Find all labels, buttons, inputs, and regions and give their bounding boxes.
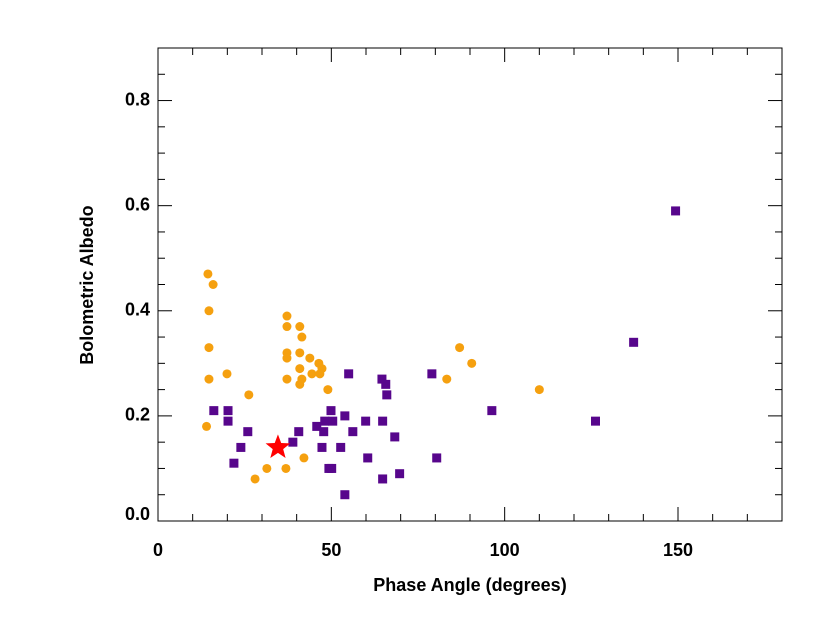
data-point [327,463,337,473]
data-point [323,385,333,395]
data-point [305,353,315,363]
x-tick-label: 50 [321,540,341,560]
data-point [236,442,246,452]
x-tick-label: 100 [490,540,520,560]
data-point [295,379,305,389]
data-point [307,369,317,379]
data-point [229,458,239,468]
data-point [222,369,232,379]
y-tick-label: 0.0 [125,504,150,524]
data-point [671,206,681,216]
data-point [250,474,260,484]
y-tick-label: 0.4 [125,300,150,320]
data-point [208,280,218,289]
data-point [262,463,272,473]
data-point [328,416,338,426]
data-point [395,469,405,479]
data-point [223,406,233,416]
data-point [378,416,388,426]
data-point [317,442,327,452]
data-point [442,374,452,384]
data-point [363,453,373,463]
data-point [487,406,497,416]
data-point [590,416,600,426]
data-point [244,390,254,400]
data-point [299,453,309,463]
data-point [340,411,350,421]
data-point [381,379,391,389]
data-point [294,427,304,437]
data-point [348,427,358,437]
data-point [204,306,214,316]
data-point [312,421,322,431]
data-point [209,406,219,416]
data-point [281,463,291,473]
data-point [203,269,213,279]
x-tick-label: 150 [663,540,693,560]
data-point [382,390,392,400]
data-point [295,364,305,374]
data-point [288,437,298,447]
data-point [315,369,325,379]
y-tick-label: 0.6 [125,194,150,214]
data-point [295,322,305,332]
data-point [534,385,544,395]
data-point [204,343,214,353]
data-point [427,369,437,379]
data-point [297,332,307,342]
data-point [282,353,292,363]
data-point [282,311,292,321]
data-point [455,343,465,353]
data-point [361,416,371,426]
data-point [432,453,442,463]
y-tick-label: 0.2 [125,405,150,425]
data-point [202,421,212,431]
data-point [204,374,214,384]
data-point [282,374,292,384]
data-point [326,406,336,416]
data-point [377,374,387,384]
data-point [344,369,354,379]
x-tick-label: 0 [153,540,163,560]
data-point [320,416,330,426]
data-point [295,348,305,358]
y-tick-label: 0.8 [125,89,150,109]
data-point [243,427,253,437]
data-point [336,442,346,452]
data-point [390,432,400,442]
data-point [223,416,233,426]
x-axis-label: Phase Angle (degrees) [373,575,566,595]
data-point [319,427,329,437]
data-point [378,474,388,484]
data-point [629,337,639,347]
data-point-star [265,434,291,458]
plot-frame [157,47,783,522]
data-point [467,358,477,368]
y-axis-label: Bolometric Albedo [77,205,97,364]
data-point [282,322,292,332]
data-point [340,490,350,500]
